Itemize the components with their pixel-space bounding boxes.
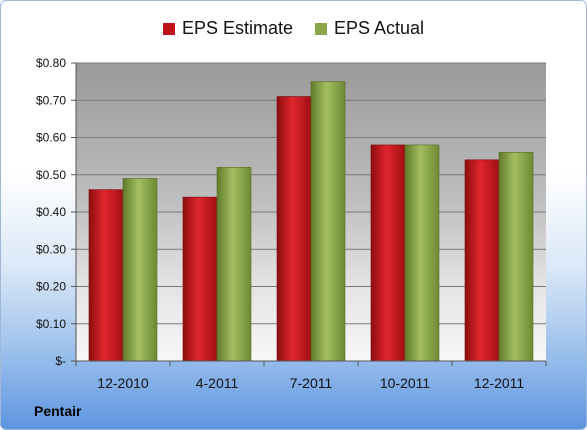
legend-swatch-estimate [162,22,175,35]
legend-label-actual: EPS Actual [333,18,425,38]
bar-actual-10-2011 [404,144,440,362]
y-tick-label: $0.50 [36,168,66,182]
bar-actual-12-2011 [498,152,534,362]
bar-actual-4-2011 [216,167,252,362]
chart-legend: EPS Estimate EPS Actual [1,18,586,39]
legend-swatch-actual [314,22,327,35]
bar-estimate-4-2011 [182,196,218,362]
bar-estimate-12-2010 [88,189,124,362]
x-tick-label: 12-2010 [97,375,149,391]
x-tick-label: 10-2011 [380,375,431,391]
y-tick-label: $- [55,354,66,368]
x-tick-label: 12-2011 [474,375,525,391]
bar-estimate-10-2011 [370,144,406,362]
y-tick-label: $0.70 [36,93,66,107]
y-tick-label: $0.20 [36,280,66,294]
company-name: Pentair [34,403,82,419]
bar-actual-7-2011 [310,81,346,362]
x-tick-label: 7-2011 [290,375,333,391]
y-tick-label: $0.30 [36,242,66,256]
bar-estimate-12-2011 [464,159,500,362]
y-tick-label: $0.60 [36,131,66,145]
y-tick-label: $0.10 [36,317,66,331]
legend-item-actual: EPS Actual [314,18,425,39]
bar-actual-12-2010 [122,178,158,362]
y-tick-label: $0.40 [36,205,66,219]
legend-label-estimate: EPS Estimate [181,18,293,38]
legend-item-estimate: EPS Estimate [162,18,293,39]
bar-estimate-7-2011 [276,96,312,362]
y-tick-label: $0.80 [36,56,66,70]
x-tick-label: 4-2011 [196,375,239,391]
